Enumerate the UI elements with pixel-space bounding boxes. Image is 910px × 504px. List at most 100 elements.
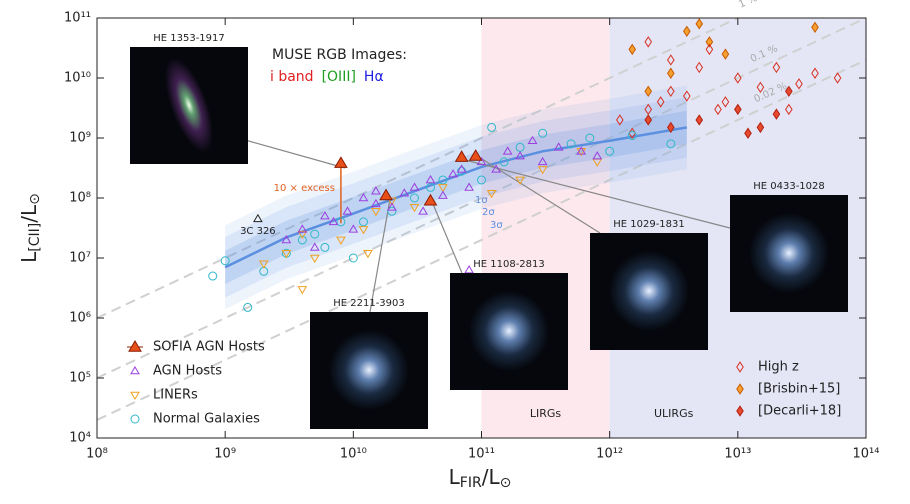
point [616, 114, 624, 126]
point [464, 265, 474, 274]
point [438, 175, 448, 185]
special-label: 3C 326 [240, 226, 276, 237]
point [476, 156, 487, 166]
legend-marker [130, 414, 140, 424]
point [281, 249, 292, 259]
point [348, 224, 359, 233]
x-tick-label: 10¹² [596, 447, 623, 462]
point [644, 114, 653, 126]
point [772, 61, 781, 74]
legend-marker [736, 361, 744, 373]
point [409, 193, 419, 203]
point [666, 139, 676, 149]
point [456, 164, 467, 173]
x-tick-label: 10¹³ [724, 447, 751, 462]
ratio-line [96, 17, 739, 319]
y-tick-label: 10⁶ [69, 311, 91, 326]
point [683, 25, 691, 38]
x-tick-label: 10¹⁰ [340, 447, 367, 462]
inset-label: HE 2211-3903 [333, 298, 405, 309]
point [425, 174, 436, 184]
point [387, 206, 397, 216]
point [310, 229, 320, 239]
legend-marker [130, 391, 140, 400]
galaxy [469, 291, 549, 371]
region-label: LIRGs [530, 407, 562, 420]
ratio-line [96, 59, 867, 421]
inset-label: HE 1108-2813 [473, 259, 545, 270]
point [464, 182, 474, 191]
muse-title: MUSE RGB Images: [272, 47, 407, 63]
point [502, 146, 513, 155]
inset-label: HE 1029-1831 [613, 219, 685, 230]
point [297, 235, 307, 245]
point [336, 236, 346, 245]
point [553, 142, 564, 151]
point [538, 128, 548, 138]
legend-label: LINERs [153, 388, 198, 403]
galaxy [749, 213, 829, 293]
point [811, 21, 819, 33]
inset-connector [481, 158, 601, 234]
point [487, 122, 497, 132]
legend-marker [736, 405, 744, 417]
point [772, 108, 781, 120]
y-tick-label: 10⁴ [69, 431, 91, 446]
muse-band: i band [270, 69, 314, 85]
ylabel-part: L [17, 251, 41, 263]
galaxy [329, 330, 409, 410]
point [342, 206, 353, 215]
point [309, 254, 320, 263]
point [667, 85, 675, 98]
ratio-label: 1 % [737, 0, 759, 11]
xlabel-part: FIR [460, 475, 482, 491]
point [628, 43, 637, 56]
point [721, 48, 730, 60]
point [243, 302, 253, 312]
point [705, 43, 714, 56]
point [585, 133, 595, 143]
ratio-line [96, 17, 867, 379]
ylabel-part: [CII] [27, 223, 43, 252]
ylabel-part: /L [17, 204, 41, 223]
inset-label: HE 0433-1028 [753, 181, 825, 192]
legend-label: [Decarli+18] [758, 404, 841, 419]
point [328, 216, 339, 226]
muse-band: Hα [364, 69, 384, 85]
point [515, 151, 525, 160]
y-tick-label: 10¹¹ [64, 11, 91, 26]
point [785, 103, 793, 116]
excess-label: 10 × excess [274, 183, 335, 194]
muse-band: [OIII] [322, 69, 356, 85]
point [448, 169, 458, 178]
point [320, 242, 330, 252]
point [721, 96, 730, 108]
y-tick-label: 10⁵ [69, 371, 91, 386]
legend-marker [128, 340, 142, 352]
sigma-label: 1σ [475, 195, 488, 206]
sigma-label: 3σ [490, 220, 503, 231]
point [499, 157, 509, 167]
legend-label: AGN Hosts [153, 364, 222, 379]
point [371, 208, 381, 217]
legend-label: [Brisbin+15] [758, 382, 840, 397]
inset-connector [369, 198, 391, 313]
galaxy [164, 57, 214, 153]
point [358, 193, 369, 202]
point [281, 234, 292, 244]
point [705, 36, 714, 48]
point [409, 203, 420, 213]
fit-band [225, 85, 687, 310]
point [491, 164, 501, 173]
point [644, 85, 653, 98]
point [336, 217, 346, 227]
x-tick-label: 10¹¹ [468, 447, 495, 462]
point [468, 149, 483, 161]
plot-frame [96, 17, 867, 439]
point [527, 135, 538, 145]
x-tick-label: 10⁸ [86, 447, 108, 462]
point [537, 156, 548, 166]
point [358, 226, 369, 235]
inset-connector [464, 159, 731, 229]
legend-label: High z [758, 360, 799, 375]
